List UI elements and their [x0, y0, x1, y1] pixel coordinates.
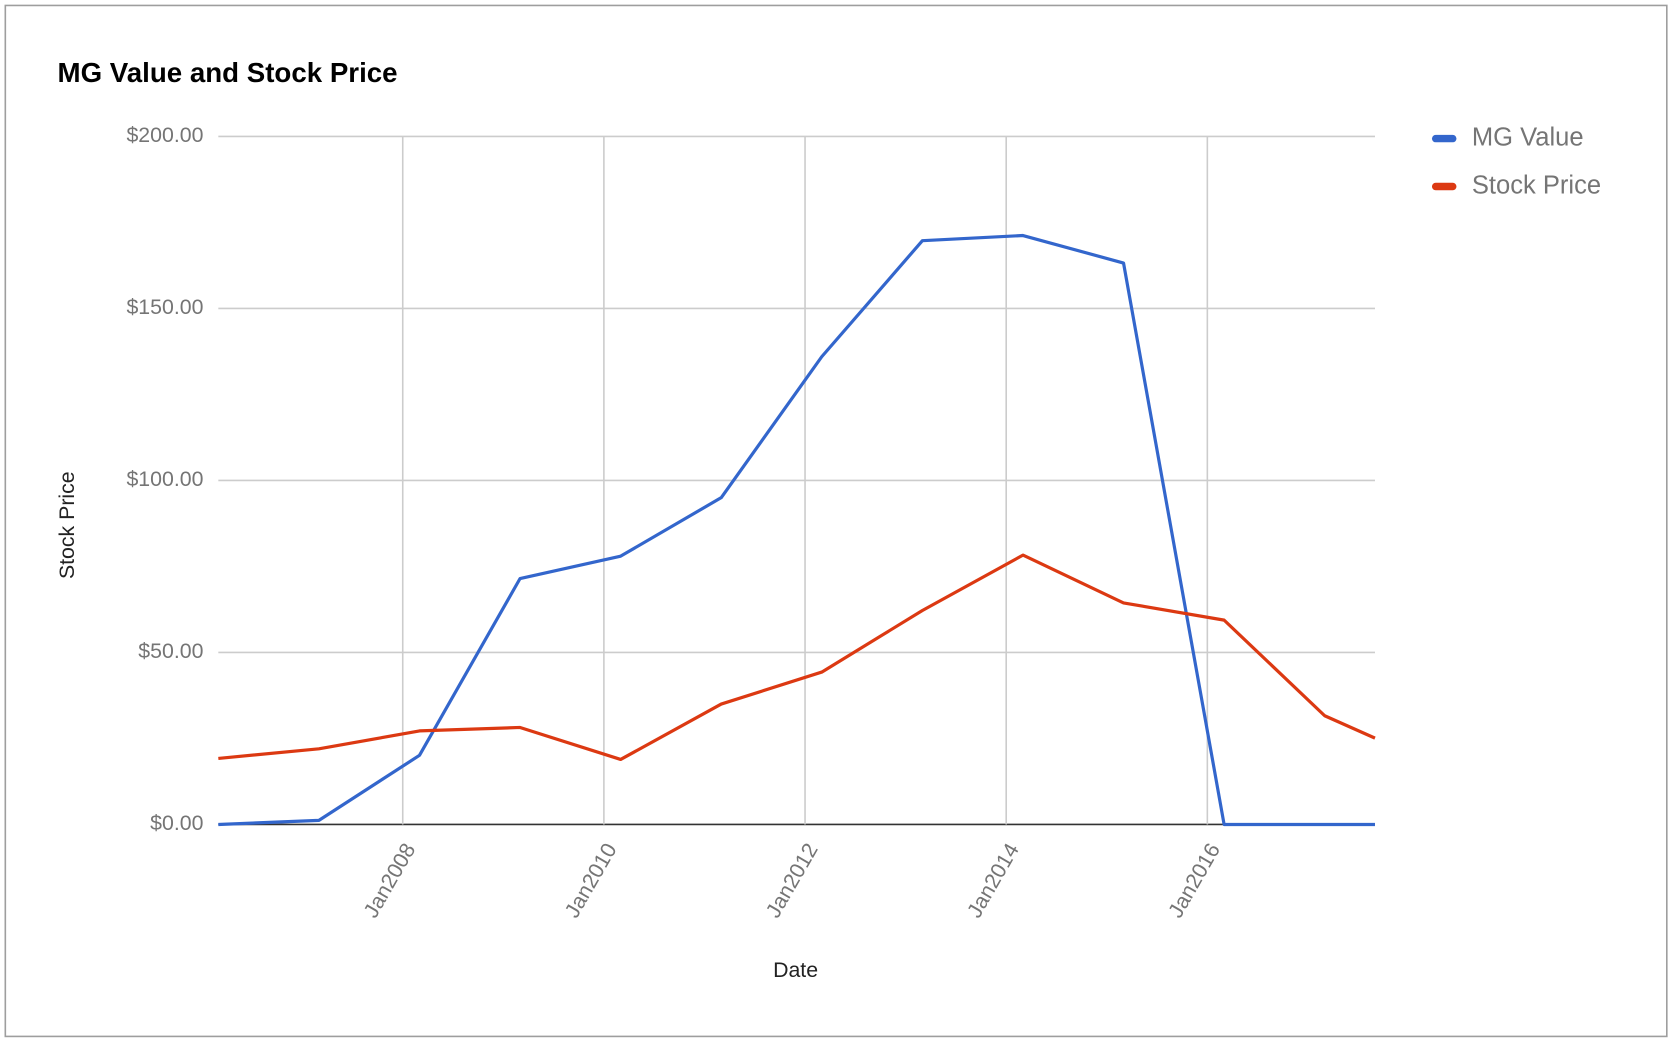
legend-label: Stock Price [1472, 171, 1601, 199]
chart-frame [4, 4, 1668, 1038]
y-tick-label: $0.00 [150, 811, 203, 835]
y-tick-label: $150.00 [126, 295, 203, 319]
legend-label: MG Value [1472, 123, 1584, 151]
data-line [218, 233, 1375, 827]
y-tick-label: $200.00 [126, 123, 203, 147]
y-tick-label: $100.00 [126, 467, 203, 491]
y-axis-title: Stock Price [55, 471, 79, 579]
y-tick-label: $50.00 [138, 639, 203, 663]
x-axis-title: Date [773, 958, 818, 982]
chart-title: MG Value and Stock Price [58, 57, 398, 88]
data-line [218, 553, 1376, 762]
